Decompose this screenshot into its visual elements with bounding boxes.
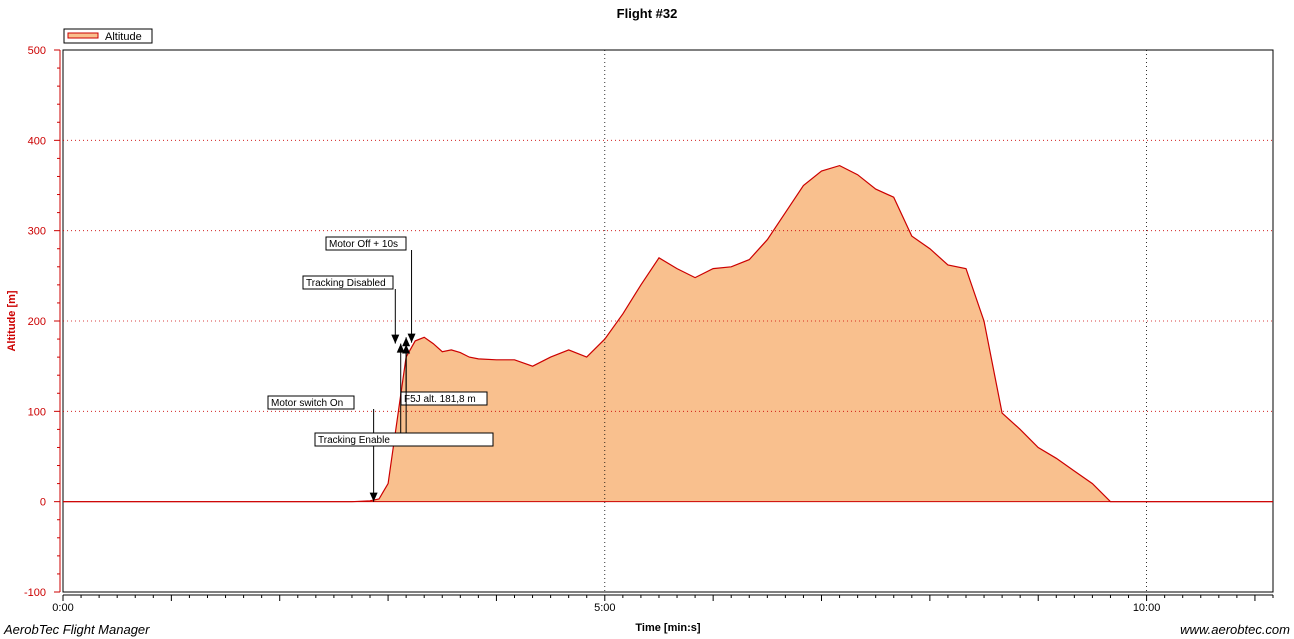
legend: Altitude — [63, 28, 153, 44]
y-tick-label: -100 — [24, 587, 46, 599]
annotation-box — [325, 236, 407, 251]
plot-area: -100 0 100 200 300 400 500 0:00 5:00 10:00 Motor s… — [24, 28, 1274, 614]
annotation-arrow — [402, 337, 411, 347]
x-tick-label: 5:00 — [594, 602, 615, 614]
y-tick-label: 500 — [28, 45, 46, 57]
annotation-box — [267, 395, 355, 410]
altitude-area — [63, 165, 1273, 502]
annotation-box — [400, 391, 488, 406]
annotation-arrow — [391, 334, 400, 344]
annotation-text: F5J alt. 181,8 m — [404, 394, 476, 405]
annotation-arrow — [396, 343, 405, 353]
y-tick-label: 200 — [28, 316, 46, 328]
y-axis-label: Altitude [m] — [6, 290, 18, 351]
chart-title: Flight #32 — [617, 6, 678, 21]
y-tick-label: 400 — [28, 135, 46, 147]
x-tick-label: 10:00 — [1133, 602, 1161, 614]
annotation-tracking-enable: Tracking Enable — [314, 344, 494, 447]
annotation-box — [314, 432, 494, 447]
annotation-text: Tracking Enable — [318, 435, 390, 446]
annotation-f5j-alt-181-8-m: F5J alt. 181,8 m — [400, 337, 488, 406]
website-footer: www.aerobtec.com — [1180, 622, 1290, 637]
annotation-motor-switch-on: Motor switch On — [267, 395, 378, 502]
annotation-text: Tracking Disabled — [306, 278, 386, 289]
x-axis-label: Time [min:s] — [635, 622, 701, 634]
annotation-text: Motor switch On — [271, 398, 343, 409]
annotation-motor-off-10s: Motor Off + 10s — [325, 236, 416, 343]
x-tick-label: 0:00 — [52, 602, 73, 614]
annotation-box — [302, 275, 394, 290]
legend-swatch — [67, 32, 99, 39]
app-name-footer: AerobTec Flight Manager — [3, 622, 150, 637]
annotation-arrow — [369, 492, 378, 502]
legend-label: Altitude — [105, 31, 142, 43]
annotation-text: Motor Off + 10s — [329, 239, 398, 250]
altitude-line — [63, 164, 1273, 503]
annotation-arrow — [407, 333, 416, 343]
y-tick-label: 0 — [40, 497, 46, 509]
annotation-arrow — [402, 344, 411, 354]
annotation-tracking-disabled: Tracking Disabled — [302, 275, 400, 344]
y-tick-label: 100 — [28, 406, 46, 418]
y-tick-label: 300 — [28, 226, 46, 238]
